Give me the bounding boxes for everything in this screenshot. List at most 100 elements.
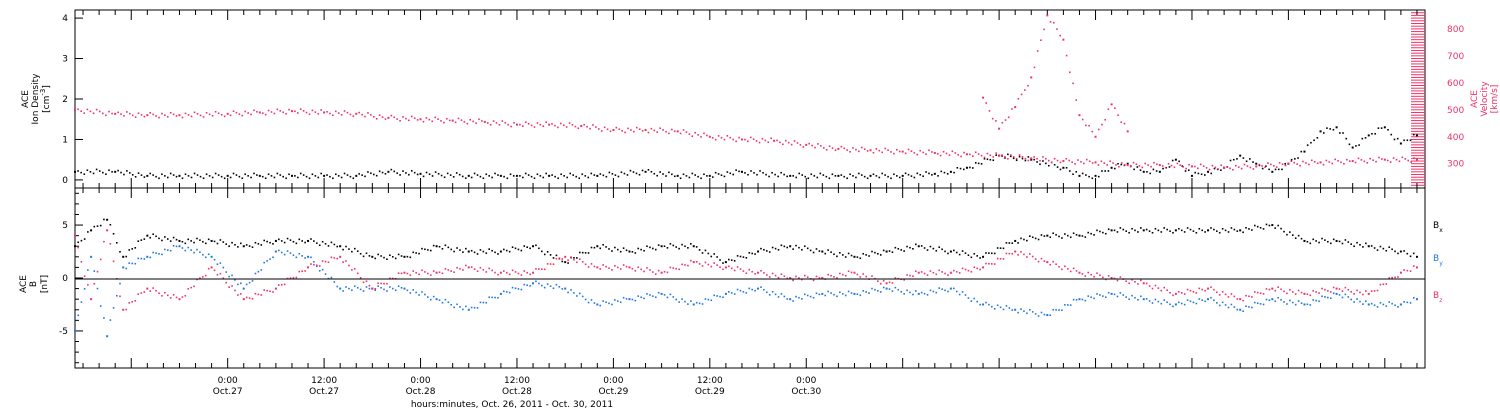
by-point bbox=[351, 289, 353, 291]
by-point bbox=[587, 301, 590, 304]
bz-point bbox=[128, 302, 131, 304]
velocity-point bbox=[463, 121, 466, 123]
by-point bbox=[266, 260, 268, 262]
velocity-point bbox=[114, 112, 117, 115]
bz-point bbox=[511, 269, 514, 272]
by-point bbox=[1312, 299, 1315, 301]
by-point bbox=[1412, 297, 1415, 299]
by-point bbox=[514, 287, 517, 290]
velocity-point bbox=[396, 118, 398, 120]
velocity-point bbox=[158, 116, 160, 119]
by-point bbox=[137, 257, 140, 260]
velocity-point bbox=[609, 130, 612, 133]
velocity-point bbox=[501, 120, 504, 122]
velocity-point bbox=[393, 116, 396, 119]
bx-point bbox=[161, 239, 163, 242]
bz-point bbox=[561, 258, 564, 260]
by-point bbox=[973, 297, 976, 300]
bz-point bbox=[982, 266, 985, 269]
density-point bbox=[834, 175, 837, 177]
by-point bbox=[795, 295, 797, 298]
by-point bbox=[1180, 302, 1183, 305]
velocity-point bbox=[1024, 157, 1027, 160]
bz-point bbox=[906, 274, 908, 276]
by-point bbox=[386, 290, 388, 292]
by-point bbox=[763, 288, 765, 291]
by-point bbox=[245, 283, 248, 286]
velocity-point bbox=[796, 142, 799, 144]
velocity-point bbox=[779, 141, 781, 144]
by-point bbox=[1224, 304, 1227, 306]
bz-point bbox=[467, 266, 470, 269]
density-point bbox=[1351, 146, 1354, 149]
bz-point bbox=[789, 277, 792, 279]
density-point bbox=[700, 177, 702, 180]
velocity-point bbox=[1413, 157, 1415, 159]
by-point bbox=[418, 294, 420, 296]
density-point bbox=[1332, 128, 1335, 131]
bz-point bbox=[716, 264, 718, 266]
density-tick-label: 2 bbox=[62, 95, 68, 105]
by-point bbox=[850, 292, 853, 294]
by-point bbox=[1245, 305, 1247, 308]
density-point bbox=[1181, 165, 1184, 167]
velocity-point bbox=[1348, 160, 1351, 162]
by-point bbox=[421, 291, 423, 293]
time-tick-label: 0:00 bbox=[796, 376, 816, 386]
legend-entry-y: By bbox=[1433, 254, 1443, 267]
by-point bbox=[774, 293, 777, 296]
density-point bbox=[617, 175, 620, 178]
density-point bbox=[673, 175, 676, 178]
bx-point bbox=[801, 248, 803, 251]
bx-point bbox=[1210, 227, 1212, 229]
by-point bbox=[1356, 298, 1358, 300]
bx-point bbox=[447, 246, 450, 249]
by-point bbox=[210, 255, 213, 258]
bz-point bbox=[470, 266, 473, 268]
density-point bbox=[261, 175, 264, 178]
density-point bbox=[1072, 173, 1074, 176]
density-point bbox=[962, 168, 965, 171]
by-point bbox=[1043, 313, 1046, 316]
density-point bbox=[881, 172, 884, 175]
by-point bbox=[1104, 296, 1107, 299]
velocity-point bbox=[1114, 107, 1116, 109]
velocity-point bbox=[172, 113, 175, 116]
by-point bbox=[1113, 293, 1116, 296]
by-point bbox=[549, 285, 552, 287]
velocity-point bbox=[1071, 161, 1073, 163]
by-point bbox=[333, 281, 336, 283]
bz-point bbox=[418, 273, 420, 276]
velocity-point bbox=[665, 130, 667, 133]
bx-point bbox=[342, 248, 344, 251]
bz-point bbox=[146, 287, 149, 290]
bz-point bbox=[555, 257, 558, 260]
by-point bbox=[263, 261, 266, 264]
bz-point bbox=[1309, 294, 1312, 297]
bx-point bbox=[690, 243, 692, 245]
bx-point bbox=[1341, 242, 1344, 245]
bz-point bbox=[692, 261, 695, 264]
bx-point bbox=[508, 250, 511, 253]
by-point bbox=[751, 288, 753, 291]
by-point bbox=[1058, 309, 1060, 311]
by-point bbox=[634, 299, 637, 302]
velocity-point bbox=[276, 108, 279, 111]
bz-point bbox=[830, 274, 832, 277]
velocity-point bbox=[247, 112, 249, 114]
velocity-point bbox=[583, 123, 585, 126]
bz-point bbox=[169, 297, 172, 299]
bz-point bbox=[514, 271, 517, 273]
density-point bbox=[375, 174, 378, 177]
velocity-point bbox=[998, 127, 1001, 130]
by-point bbox=[979, 303, 981, 306]
velocity-point bbox=[790, 143, 793, 146]
bx-point bbox=[1148, 230, 1151, 232]
bx-point bbox=[1353, 245, 1355, 248]
bx-point bbox=[856, 256, 859, 258]
density-point bbox=[476, 174, 479, 176]
density-point bbox=[1059, 168, 1062, 171]
bz-point bbox=[996, 257, 999, 260]
velocity-point bbox=[977, 153, 980, 155]
velocity-point bbox=[1316, 162, 1319, 165]
